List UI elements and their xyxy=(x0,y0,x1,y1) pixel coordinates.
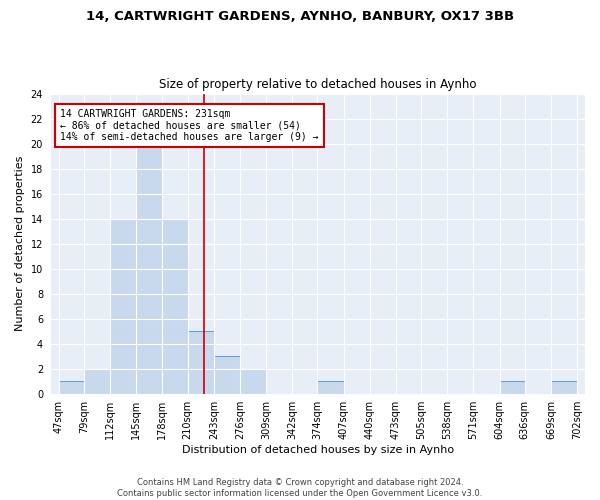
Title: Size of property relative to detached houses in Aynho: Size of property relative to detached ho… xyxy=(159,78,476,91)
Bar xyxy=(188,332,214,394)
Bar xyxy=(136,144,163,394)
Y-axis label: Number of detached properties: Number of detached properties xyxy=(15,156,25,332)
Text: 14 CARTWRIGHT GARDENS: 231sqm
← 86% of detached houses are smaller (54)
14% of s: 14 CARTWRIGHT GARDENS: 231sqm ← 86% of d… xyxy=(60,108,319,142)
Text: 14, CARTWRIGHT GARDENS, AYNHO, BANBURY, OX17 3BB: 14, CARTWRIGHT GARDENS, AYNHO, BANBURY, … xyxy=(86,10,514,23)
Bar xyxy=(317,382,344,394)
X-axis label: Distribution of detached houses by size in Aynho: Distribution of detached houses by size … xyxy=(182,445,454,455)
Bar xyxy=(163,218,188,394)
Bar xyxy=(110,218,136,394)
Bar xyxy=(59,382,84,394)
Bar xyxy=(500,382,525,394)
Bar xyxy=(240,369,266,394)
Bar xyxy=(551,382,577,394)
Bar xyxy=(84,369,110,394)
Bar xyxy=(214,356,240,394)
Text: Contains HM Land Registry data © Crown copyright and database right 2024.
Contai: Contains HM Land Registry data © Crown c… xyxy=(118,478,482,498)
